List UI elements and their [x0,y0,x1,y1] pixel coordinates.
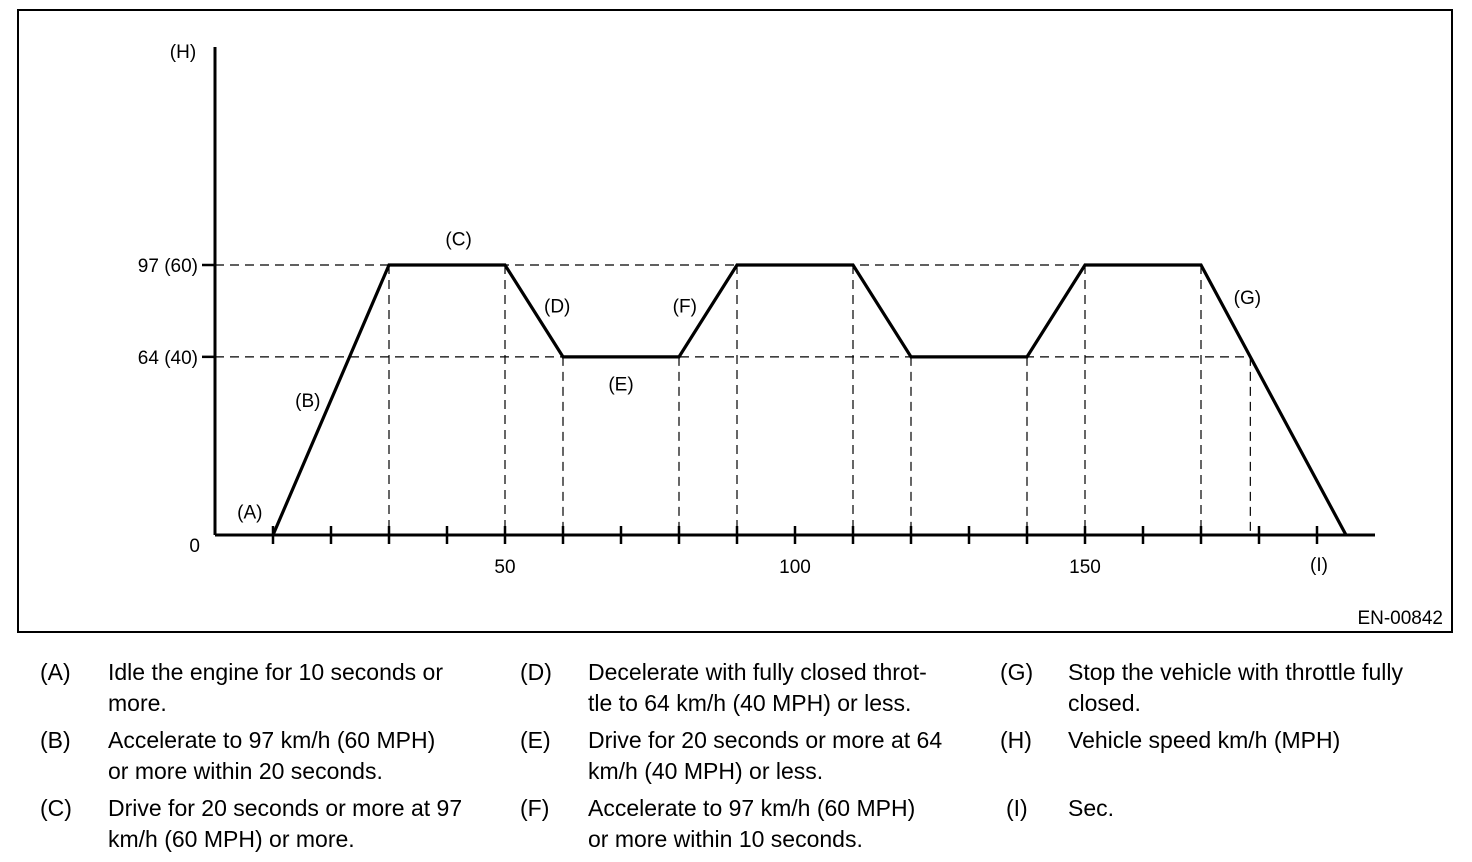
y-tick-label: 0 [189,536,200,557]
legend-text: Stop the vehicle with throttle fully clo… [1068,659,1403,716]
legend-item-f: (F) Accelerate to 97 km/h (60 MPH) or mo… [520,793,990,857]
labels-layer: 50 100 150 0 64 (40) 97 (60) (H) (I) (A) (B) (C) (D… [138,42,1328,578]
legend-key: (C) [40,795,72,821]
series-layer [271,263,1348,536]
legend-key: (H) [1000,727,1032,753]
segment-label: (A) [237,502,262,523]
x-tick-label: 50 [494,557,515,578]
legend-text: Vehicle speed km/h (MPH) [1068,727,1341,753]
legend-item-c: (C) Drive for 20 seconds or more at 97 k… [40,793,510,857]
legend-key: (D) [520,659,552,685]
legend: (A) Idle the engine for 10 seconds or mo… [0,652,1472,862]
legend-key: (B) [40,727,71,753]
figure-id: EN-00842 [1357,608,1443,629]
legend-item-e: (E) Drive for 20 seconds or more at 64 k… [520,725,990,789]
legend-key: (F) [520,795,550,821]
legend-key: (I) [1006,795,1028,821]
legend-text: Sec. [1068,795,1115,821]
y-axis-label: (H) [170,42,196,63]
legend-key: (G) [1000,659,1034,685]
speed-profile-line [271,263,1348,536]
legend-item-g: (G) Stop the vehicle with throttle fully… [1000,657,1460,721]
legend-item-a: (A) Idle the engine for 10 seconds or mo… [40,657,510,721]
guide-lines [215,264,1251,535]
chart-border [17,9,1453,633]
speed-profile-chart: 50 100 150 0 64 (40) 97 (60) (H) (I) (A) (B) (C) (D… [17,9,1453,633]
x-tick-label: 150 [1069,557,1101,578]
segment-label: (B) [295,391,320,412]
legend-item-h: (H) Vehicle speed km/h (MPH) [1000,725,1460,789]
legend-item-d: (D) Decelerate with fully closed throt- … [520,657,990,721]
legend-item-b: (B) Accelerate to 97 km/h (60 MPH) or mo… [40,725,510,789]
segment-label: (F) [673,296,697,317]
x-tick-label: 100 [779,557,811,578]
x-axis-label: (I) [1310,555,1328,576]
legend-text: Drive for 20 seconds or more at 64 km/h … [588,727,943,784]
legend-key: (E) [520,727,551,753]
legend-item-i: (I) Sec. [1000,793,1460,857]
legend-text: Decelerate with fully closed throt- tle … [588,659,927,716]
axes [202,47,1375,544]
legend-text: Idle the engine for 10 seconds or more. [108,659,444,716]
chart-frame: 50 100 150 0 64 (40) 97 (60) (H) (I) (A) (B) (C) (D… [17,9,1453,633]
segment-label: (D) [544,296,570,317]
segment-label: (G) [1234,288,1261,309]
segment-label: (C) [445,230,471,251]
legend-text: Accelerate to 97 km/h (60 MPH) or more w… [108,727,436,784]
y-tick-label: 97 (60) [138,256,198,277]
legend-text: Drive for 20 seconds or more at 97 km/h … [108,795,463,852]
segment-label: (E) [608,374,633,395]
legend-key: (A) [40,659,71,685]
y-tick-label: 64 (40) [138,348,198,369]
legend-text: Accelerate to 97 km/h (60 MPH) or more w… [588,795,916,852]
